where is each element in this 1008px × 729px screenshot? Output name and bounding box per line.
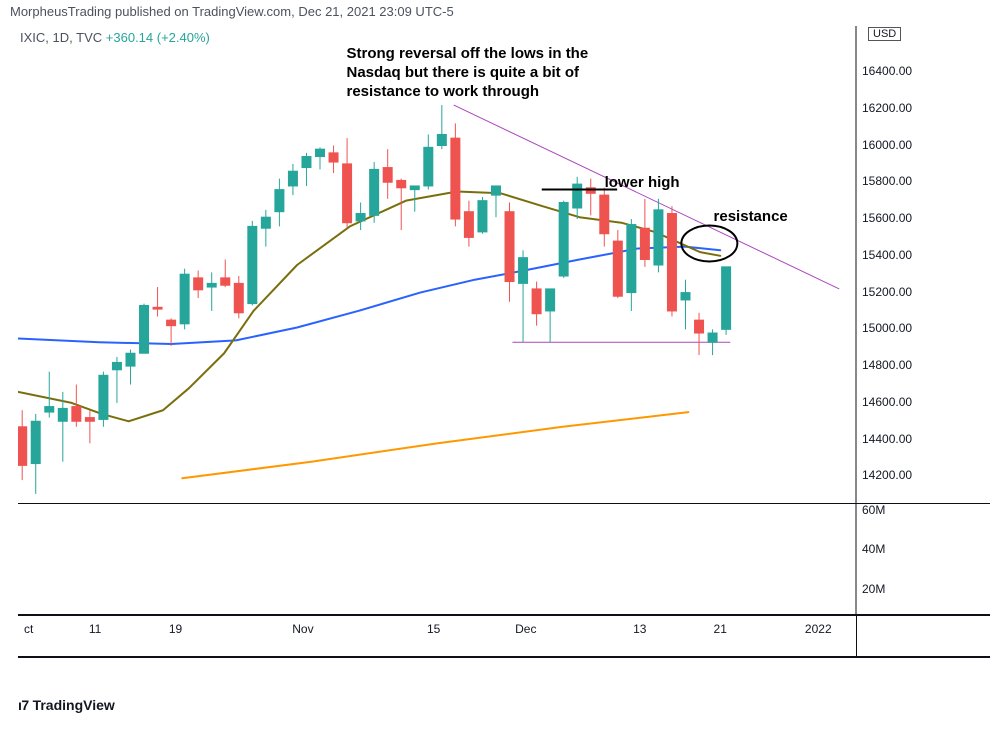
y-axis-tick: 16000.00: [862, 138, 912, 152]
volume-y-tick: 20M: [862, 582, 885, 596]
x-axis-tick: 2022: [805, 622, 832, 636]
x-axis-tick: Dec: [515, 622, 536, 636]
y-axis-tick: 16200.00: [862, 101, 912, 115]
x-axis-tick: 15: [427, 622, 440, 636]
y-axis-tick: 14200.00: [862, 468, 912, 482]
volume-y-tick: 60M: [862, 503, 885, 517]
y-axis-tick: 15000.00: [862, 321, 912, 335]
x-axis-tick: 21: [714, 622, 727, 636]
y-axis-tick: 14600.00: [862, 395, 912, 409]
volume-pane[interactable]: 60M 40M 20M: [18, 504, 990, 614]
tradingview-logo: ı7 TradingView: [18, 697, 115, 713]
x-axis-tick: 19: [169, 622, 182, 636]
x-axis-tick: Nov: [292, 622, 313, 636]
volume-svg: [18, 504, 922, 614]
y-axis-tick: 14800.00: [862, 358, 912, 372]
y-axis-tick: 14400.00: [862, 432, 912, 446]
root: MorpheusTrading published on TradingView…: [0, 0, 1008, 729]
x-axis-tick: ct: [24, 622, 33, 636]
y-axis-tick: 15400.00: [862, 248, 912, 262]
currency-badge: USD: [868, 27, 901, 41]
annotation-resistance: resistance: [714, 208, 788, 227]
x-axis-tick: 11: [89, 622, 101, 636]
price-chart[interactable]: 14200.00 14400.00 14600.00 14800.00 15000.00…: [18, 26, 990, 504]
y-axis-tick: 15800.00: [862, 174, 912, 188]
x-axis: ct 11 19 Nov 15 Dec 13 21 2022: [18, 614, 990, 658]
y-axis-tick: 15200.00: [862, 285, 912, 299]
annotation-lower-high: lower high: [605, 174, 680, 193]
volume-y-tick: 40M: [862, 542, 885, 556]
annotation-main: Strong reversal off the lows in the Nasd…: [346, 45, 588, 101]
y-axis-tick: 15600.00: [862, 211, 912, 225]
x-axis-tick: 13: [633, 622, 646, 636]
y-axis-tick: 16400.00: [862, 64, 912, 78]
